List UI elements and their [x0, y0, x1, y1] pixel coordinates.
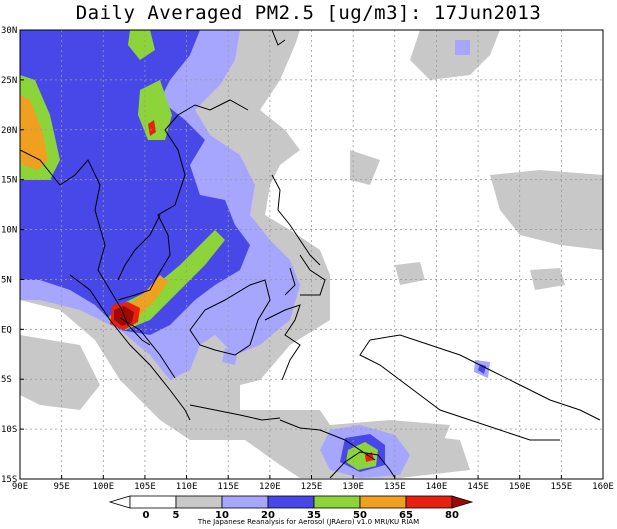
lon-tick-label: 90E [12, 482, 28, 492]
colorbar-label: 20 [261, 510, 275, 521]
lat-tick-label: 25N [1, 76, 17, 86]
colorbar-label: 80 [445, 510, 459, 521]
lat-tick-label: 15N [1, 176, 17, 186]
lat-tick-label: EQ [1, 325, 12, 335]
lon-tick-label: 105E [134, 482, 156, 492]
colorbar-segment [267, 495, 315, 509]
lon-tick-label: 145E [467, 482, 489, 492]
coastlines [20, 30, 601, 479]
lon-tick-label: 155E [551, 482, 573, 492]
colorbar-label: 0 [143, 510, 150, 521]
lon-tick-label: 150E [509, 482, 531, 492]
colorbar-segment [129, 495, 177, 509]
colorbar-segment [175, 495, 223, 509]
lat-tick-label: 10N [1, 226, 17, 236]
lon-tick-label: 95E [54, 482, 70, 492]
colorbar-segment [405, 495, 453, 509]
colorbar-segment [108, 495, 131, 509]
colorbar-label: 50 [353, 510, 367, 521]
concentration-field [20, 30, 603, 479]
lon-tick-label: 135E [384, 482, 406, 492]
lat-tick-label: 30N [1, 26, 17, 36]
lon-tick-label: 110E [176, 482, 198, 492]
lon-tick-label: 100E [92, 482, 114, 492]
data-credit: The Japanese Reanalysis for Aerosol (JRA… [197, 518, 420, 526]
lon-tick-label: 140E [426, 482, 448, 492]
lon-tick-label: 125E [301, 482, 323, 492]
lat-tick-label: 15S [1, 475, 17, 485]
lon-tick-label: 115E [217, 482, 239, 492]
lat-tick-label: 5N [1, 275, 12, 285]
colorbar: 0 5 10 20 35 50 65 80 [108, 495, 474, 521]
longitude-labels: 90E 95E 100E 105E 110E 115E 120E 125E 130E 135E 14… [12, 475, 614, 492]
lat-tick-label: 10S [1, 425, 17, 435]
lon-tick-label: 160E [592, 482, 614, 492]
colorbar-segment [221, 495, 269, 509]
map-title: Daily Averaged PM2.5 [ug/m3]: 17Jun2013 [75, 2, 542, 24]
lon-tick-label: 120E [259, 482, 281, 492]
lat-tick-label: 5S [1, 375, 12, 385]
colorbar-label: 10 [215, 510, 229, 521]
colorbar-segment [451, 495, 474, 509]
colorbar-label: 35 [307, 510, 321, 521]
lon-tick-label: 130E [342, 482, 364, 492]
colorbar-segment [313, 495, 361, 509]
colorbar-segment [359, 495, 407, 509]
lat-tick-label: 20N [1, 126, 17, 136]
latitude-labels: 30N 25N 20N 15N 10N 5N EQ 5S 10S 15S [1, 26, 24, 485]
colorbar-label: 65 [399, 510, 413, 521]
colorbar-label: 5 [173, 510, 180, 521]
